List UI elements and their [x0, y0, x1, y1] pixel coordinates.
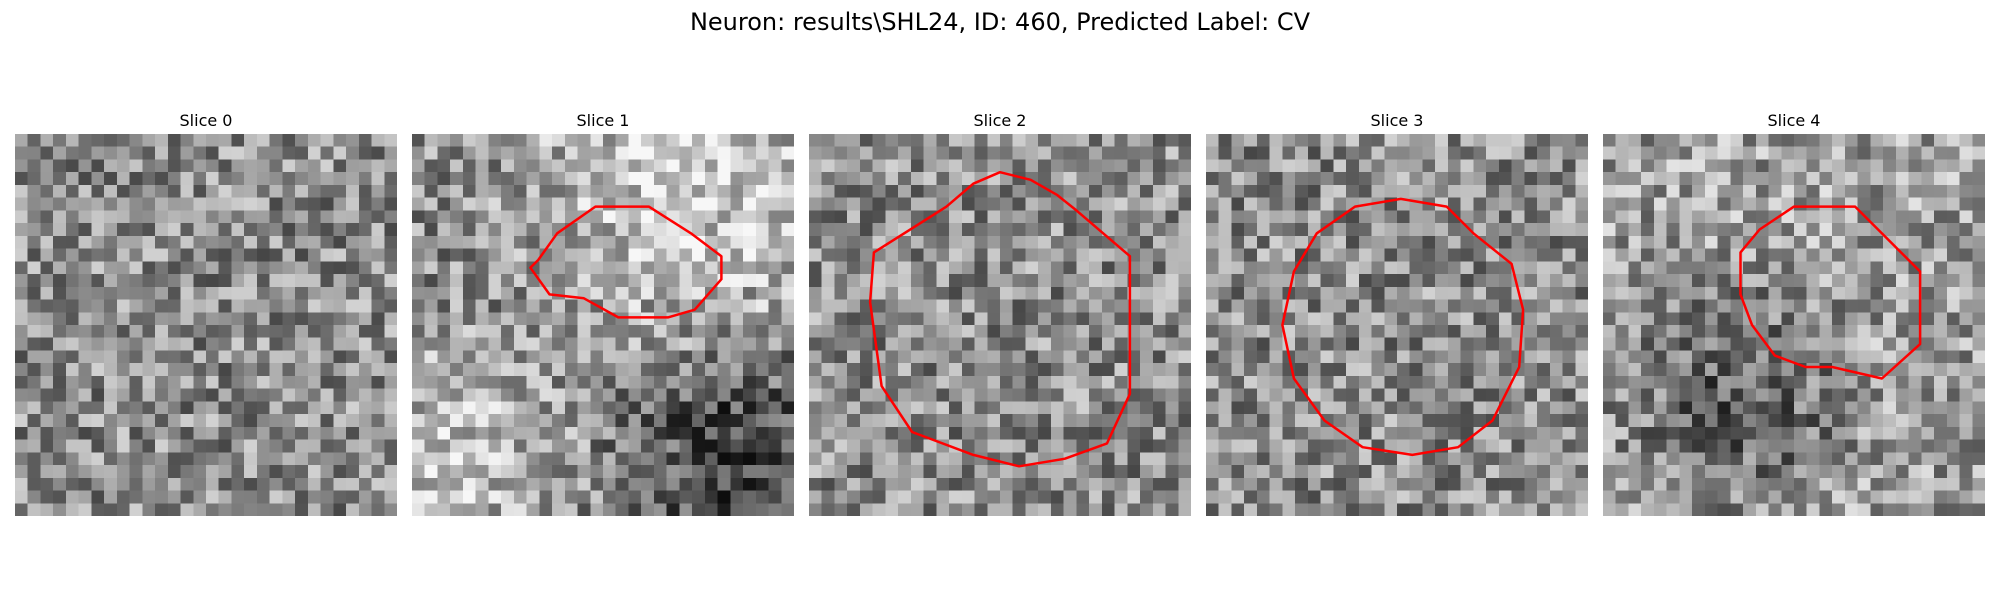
roi-contour — [1281, 197, 1525, 457]
slice-title: Slice 0 — [179, 111, 233, 130]
slice-title: Slice 4 — [1767, 111, 1821, 130]
slice-panel-0: Slice 0 — [15, 110, 397, 516]
slice-panel-1: Slice 1 — [412, 110, 794, 516]
figure-title: Neuron: results\SHL24, ID: 460, Predicte… — [689, 8, 1311, 36]
slice-panel-4: Slice 4 — [1603, 110, 1985, 516]
slice-image — [412, 134, 794, 516]
slice-image — [15, 134, 397, 516]
slice-title: Slice 3 — [1370, 111, 1424, 130]
slice-title: Slice 1 — [576, 111, 630, 130]
roi-contour — [868, 170, 1132, 468]
roi-contour — [15, 134, 397, 516]
slice-panel-3: Slice 3 — [1206, 110, 1588, 516]
slice-panel-2: Slice 2 — [809, 110, 1191, 516]
slice-title: Slice 2 — [973, 111, 1027, 130]
roi-contour — [529, 205, 723, 319]
roi-contour — [1739, 205, 1922, 380]
